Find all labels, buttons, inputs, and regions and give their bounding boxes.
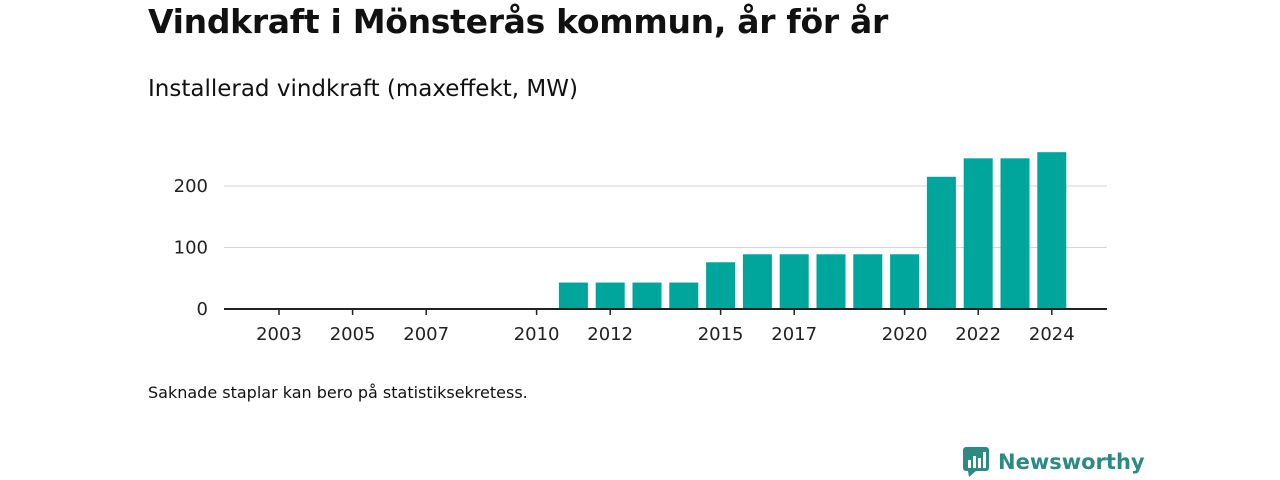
brand-name: Newsworthy bbox=[998, 450, 1145, 474]
bar-2014 bbox=[669, 282, 699, 309]
x-tick-label-2012: 2012 bbox=[587, 324, 633, 345]
chart-subtitle: Installerad vindkraft (maxeffekt, MW) bbox=[148, 76, 578, 102]
chart-title: Vindkraft i Mönsterås kommun, år för år bbox=[148, 2, 888, 41]
x-tick-label-2007: 2007 bbox=[403, 324, 449, 345]
bar-2013 bbox=[632, 282, 662, 309]
bar-2012 bbox=[595, 282, 625, 309]
x-tick-label-2017: 2017 bbox=[771, 324, 817, 345]
x-tick-label-2010: 2010 bbox=[514, 324, 560, 345]
bar-2023 bbox=[1000, 158, 1030, 309]
footnote: Saknade staplar kan bero på statistiksek… bbox=[148, 383, 528, 402]
x-tick-label-2022: 2022 bbox=[955, 324, 1001, 345]
y-tick-label-0: 0 bbox=[197, 299, 208, 320]
bar-2024 bbox=[1037, 152, 1067, 309]
x-tick-label-2020: 2020 bbox=[882, 324, 928, 345]
newsworthy-icon bbox=[963, 447, 989, 477]
bar-2020 bbox=[890, 254, 920, 309]
bar-2018 bbox=[816, 254, 846, 309]
bar-2015 bbox=[706, 262, 736, 309]
x-tick-label-2003: 2003 bbox=[256, 324, 302, 345]
x-tick-label-2005: 2005 bbox=[330, 324, 376, 345]
x-tick-label-2015: 2015 bbox=[698, 324, 744, 345]
brand-logo: Newsworthy bbox=[962, 446, 1145, 478]
bar-2011 bbox=[558, 282, 588, 309]
bar-chart: 0 100 200 2003 2005 2007 2010 2012 2015 2017 2020 2… bbox=[174, 152, 1107, 345]
y-tick-label-100: 100 bbox=[174, 238, 208, 259]
bar-2022 bbox=[963, 158, 993, 309]
y-tick-label-200: 200 bbox=[174, 176, 208, 197]
bar-2019 bbox=[853, 254, 883, 309]
bar-2017 bbox=[779, 254, 809, 309]
bar-2016 bbox=[742, 254, 772, 309]
x-tick-label-2024: 2024 bbox=[1029, 324, 1075, 345]
bar-2021 bbox=[926, 176, 956, 309]
